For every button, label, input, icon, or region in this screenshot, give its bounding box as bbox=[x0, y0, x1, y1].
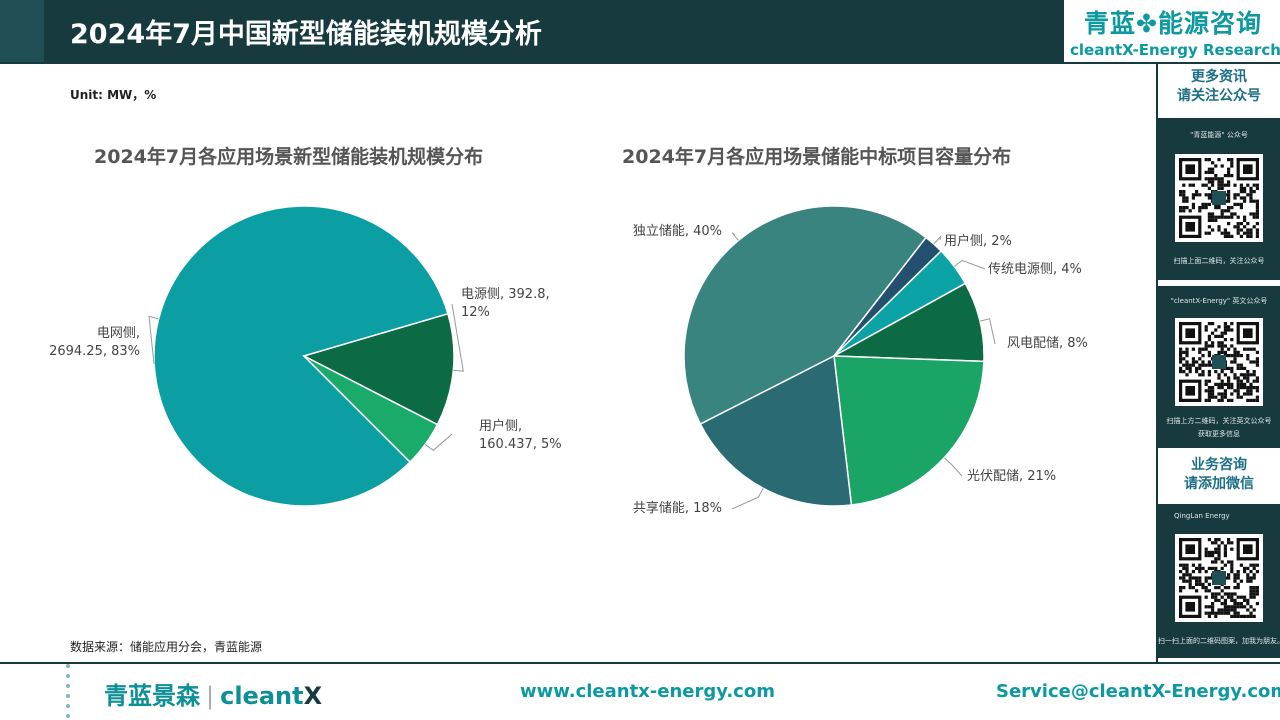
brand-en: cleantX-Energy Research bbox=[1070, 41, 1280, 59]
slice-label: 风电配储, 8% bbox=[1007, 336, 1088, 351]
consult-line1: 业务咨询 bbox=[1191, 457, 1247, 473]
email-link[interactable]: Service@cleantX-Energy.com bbox=[996, 681, 1280, 702]
qr2-note1: 扫描上方二维码，关注英文公众号 bbox=[1166, 417, 1272, 425]
clover-icon: ✤ bbox=[1136, 9, 1158, 38]
qr-code-icon bbox=[1175, 154, 1263, 242]
slice-label: 独立储能, 40% bbox=[633, 224, 722, 239]
leader-line bbox=[933, 235, 942, 245]
qr-panel-3: QingLan Energy 扫一扫上面的二维码图案，加我为朋友。 bbox=[1158, 504, 1280, 658]
qr1-caption: "青蓝能源" 公众号 bbox=[1190, 131, 1248, 139]
qr-panel-2: "cleantX-Energy" 英文公众号 扫描上方二维码，关注英文公众号 获… bbox=[1158, 286, 1280, 448]
leader-line bbox=[979, 318, 996, 345]
slice-label: 160.437, 5% bbox=[479, 437, 562, 452]
footer-dots-icon bbox=[66, 664, 70, 718]
more-info-line2: 请关注公众号 bbox=[1177, 88, 1261, 104]
slice-label: 电源侧, 392.8, bbox=[461, 287, 550, 302]
page-title: 2024年7月中国新型储能装机规模分析 bbox=[70, 19, 542, 50]
footer-logo-cn: 青蓝景森 bbox=[104, 682, 200, 710]
pie-slice-left-2 bbox=[303, 355, 439, 464]
pie-slice-right-0 bbox=[683, 205, 928, 426]
brand-logo: 青蓝✤能源咨询 cleantX-Energy Research bbox=[1070, 4, 1280, 59]
qr3-caption: QingLan Energy bbox=[1174, 512, 1230, 520]
slice-label: 12% bbox=[461, 305, 490, 320]
data-source: 数据来源：储能应用分会，青蓝能源 bbox=[70, 640, 263, 654]
leader-line bbox=[731, 232, 739, 241]
slice-label: 电网侧, bbox=[97, 326, 140, 341]
pie-slice-right-4 bbox=[833, 355, 985, 506]
pie-slice-left-0 bbox=[153, 205, 449, 507]
qr-panel-1: "青蓝能源" 公众号 扫描上面二维码，关注公众号 bbox=[1158, 118, 1280, 280]
footer-logo-sep: | bbox=[206, 682, 215, 710]
leader-line bbox=[953, 259, 986, 270]
header: 2024年7月中国新型储能装机规模分析 青蓝✤能源咨询 cleantX-Ener… bbox=[0, 0, 1280, 62]
consult-heading: 业务咨询 请添加微信 bbox=[1158, 448, 1280, 504]
slice-label: 用户侧, 2% bbox=[944, 233, 1012, 249]
consult-line2: 请添加微信 bbox=[1184, 476, 1254, 492]
qr2-caption: "cleantX-Energy" 英文公众号 bbox=[1170, 297, 1268, 305]
qr2-note2: 获取更多信息 bbox=[1198, 430, 1240, 438]
qr-code-icon bbox=[1175, 318, 1263, 406]
chart-left-title: 2024年7月各应用场景新型储能装机规模分布 bbox=[94, 146, 484, 168]
sidebar: 更多资讯 请关注公众号 "青蓝能源" 公众号 扫描上面二维码，关注公众号 "cl… bbox=[1156, 64, 1280, 662]
leader-line bbox=[424, 433, 453, 451]
website-link[interactable]: www.cleantx-energy.com bbox=[520, 681, 775, 702]
pie-right: 独立储能, 40% 用户侧, 2% 传统电源侧, 4% 风电配储, 8% 光伏配储, 2… bbox=[633, 205, 1088, 516]
qr-code-icon bbox=[1175, 534, 1263, 622]
footer-logo: 青蓝景森 | cleantX bbox=[104, 676, 322, 711]
slice-label: 共享储能, 18% bbox=[633, 500, 722, 516]
leader-line bbox=[731, 487, 764, 510]
slice-label: 光伏配储, 21% bbox=[967, 469, 1056, 484]
slice-label: 传统电源侧, 4% bbox=[988, 262, 1082, 277]
unit-label: Unit: MW，% bbox=[70, 88, 157, 102]
leader-line bbox=[451, 303, 464, 372]
charts-canvas: 电网侧, 2694.25, 83% 电源侧, 392.8, 12% 用户侧, 160.43… bbox=[49, 205, 1088, 516]
footer-logo-x: X bbox=[303, 682, 323, 710]
brand-cn: 青蓝✤能源咨询 bbox=[1070, 4, 1276, 40]
title-bar: 2024年7月中国新型储能装机规模分析 bbox=[0, 0, 1064, 62]
more-info-line1: 更多资讯 bbox=[1191, 69, 1247, 85]
pie-left: 电网侧, 2694.25, 83% 电源侧, 392.8, 12% 用户侧, 160.43… bbox=[49, 205, 562, 507]
footer-logo-en: cleant bbox=[220, 682, 304, 710]
brand-cn-prefix: 青蓝 bbox=[1084, 9, 1137, 38]
chart-right-title: 2024年7月各应用场景储能中标项目容量分布 bbox=[622, 146, 1012, 168]
slice-label: 2694.25, 83% bbox=[49, 344, 140, 359]
header-divider bbox=[0, 62, 1280, 64]
footer-divider bbox=[0, 662, 1280, 664]
leader-line bbox=[943, 457, 963, 477]
qr3-note: 扫一扫上面的二维码图案，加我为朋友。 bbox=[1158, 637, 1280, 645]
slice-label: 用户侧, bbox=[479, 418, 522, 434]
brand-cn-suffix: 能源咨询 bbox=[1157, 9, 1262, 38]
qr1-note: 扫描上面二维码，关注公众号 bbox=[1173, 257, 1265, 265]
title-accent bbox=[0, 0, 44, 62]
more-info-heading: 更多资讯 请关注公众号 bbox=[1158, 64, 1280, 118]
leader-line bbox=[148, 315, 159, 365]
